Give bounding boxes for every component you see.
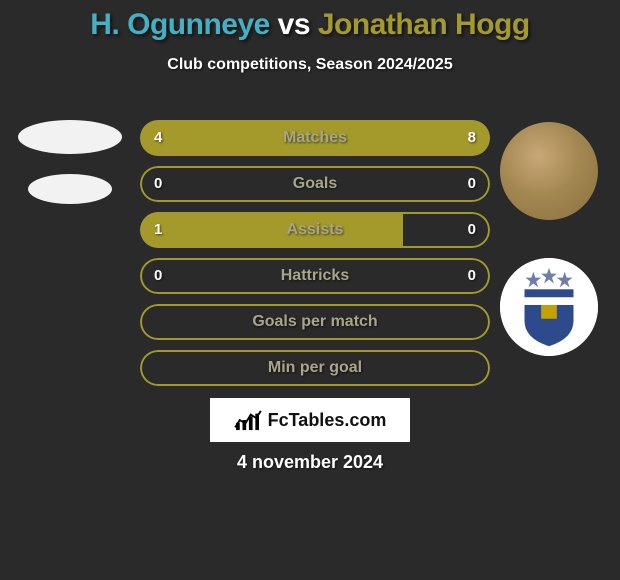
stat-label: Assists [140,212,490,248]
player2-club-logo [500,258,598,356]
player2-avatar [500,122,598,220]
stat-label: Goals per match [140,304,490,340]
player1-club-placeholder [28,174,112,204]
stat-value-left: 0 [154,258,162,294]
player1-avatar-placeholder [18,120,122,154]
stats-bars: Matches48Goals00Assists10Hattricks00Goal… [140,120,490,396]
stat-row: Min per goal [140,350,490,386]
player2-name: Jonathan Hogg [318,8,530,41]
stat-value-left: 4 [154,120,162,156]
stat-row: Matches4 8 [140,120,490,156]
player1-name: H. Ogunneye [90,8,270,41]
stat-value-right: 0 [468,212,476,248]
stat-value-right: 8 [468,120,476,156]
stat-row: Assists1 0 [140,212,490,248]
stat-label: Min per goal [140,350,490,386]
stat-label: Goals [140,166,490,202]
stat-value-left: 1 [154,212,162,248]
chart-icon [234,409,262,431]
stat-value-left: 0 [154,166,162,202]
stat-row: Hattricks0 0 [140,258,490,294]
stat-value-right: 0 [468,258,476,294]
fctables-logo: FcTables.com [210,398,410,442]
logo-text: FcTables.com [268,410,387,431]
stat-row: Goals0 0 [140,166,490,202]
vs-separator: vs [270,8,318,41]
stat-label: Matches [140,120,490,156]
subtitle: Club competitions, Season 2024/2025 [0,56,620,74]
comparison-title: H. Ogunneye vs Jonathan Hogg [0,0,620,42]
stat-row: Goals per match [140,304,490,340]
date-label: 4 november 2024 [0,452,620,473]
stat-label: Hattricks [140,258,490,294]
stat-value-right: 0 [468,166,476,202]
